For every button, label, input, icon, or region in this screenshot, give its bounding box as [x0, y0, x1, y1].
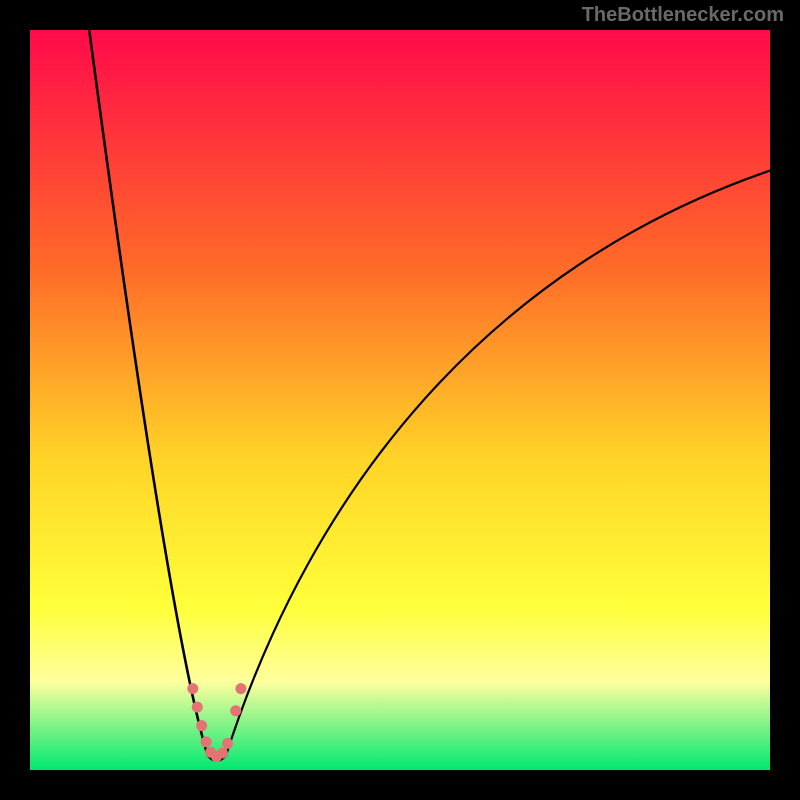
region-marker [201, 736, 212, 747]
region-marker [217, 747, 228, 758]
region-marker [222, 738, 233, 749]
region-marker [187, 683, 198, 694]
region-marker [192, 702, 203, 713]
region-marker [196, 720, 207, 731]
chart-frame: TheBottlenecker.com [0, 0, 800, 800]
plot-area [30, 30, 770, 770]
region-marker [230, 705, 241, 716]
region-marker [235, 683, 246, 694]
bottleneck-chart-svg [30, 30, 770, 770]
attribution-label: TheBottlenecker.com [582, 4, 784, 27]
